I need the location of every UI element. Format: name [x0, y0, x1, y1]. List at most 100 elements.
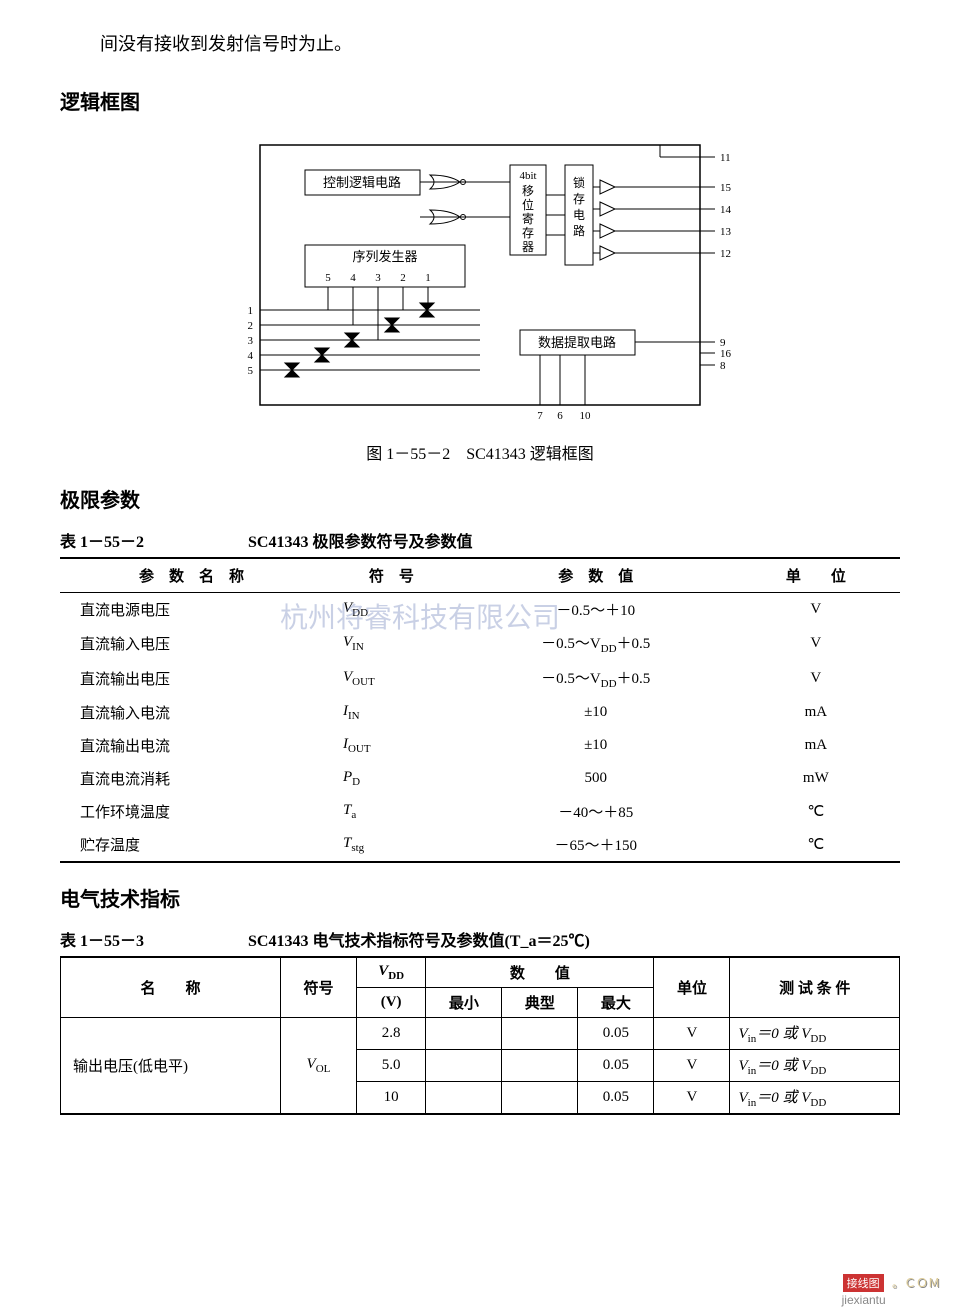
- cell-name: 直流输入电流: [60, 696, 323, 729]
- cell-cond: Vin＝0 或 VDD: [730, 1018, 900, 1050]
- col-val-header: 数 值: [426, 957, 654, 988]
- latch-label: 锁: [573, 175, 585, 190]
- cell-max: 0.05: [578, 1018, 654, 1050]
- heading-elec: 电气技术指标: [60, 883, 900, 912]
- cell-name: 工作环境温度: [60, 795, 323, 828]
- buffer-icon: [600, 180, 615, 194]
- svg-text:2: 2: [248, 320, 254, 332]
- cell-val: ±10: [460, 696, 732, 729]
- svg-text:13: 13: [720, 226, 732, 238]
- svg-text:16: 16: [720, 348, 732, 360]
- table-row: 贮存温度Tstg－65～＋150℃: [60, 828, 900, 862]
- cell-sym: VOL: [280, 1018, 356, 1115]
- cell-name: 直流输出电压: [60, 661, 323, 696]
- seq-gen-label: 序列发生器: [352, 249, 417, 264]
- figure-caption: 图 1－55－2 SC41343 逻辑框图: [60, 440, 900, 464]
- table-header-row: 名 称 符号 VDD 数 值 单位 测 试 条 件: [61, 957, 900, 988]
- svg-text:6: 6: [557, 410, 563, 422]
- cell-unit: mW: [732, 762, 900, 795]
- cell-min: [426, 1082, 502, 1115]
- cell-cond: Vin＝0 或 VDD: [730, 1082, 900, 1115]
- cell-vdd: 10: [356, 1082, 425, 1115]
- svg-text:4: 4: [248, 350, 254, 362]
- col-name: 名 称: [61, 957, 281, 1018]
- table-row: 工作环境温度Ta－40～＋85℃: [60, 795, 900, 828]
- footer-watermark: 接线图 。ＣＯＭ jiexiantu: [842, 1273, 940, 1307]
- col-vdd: VDD: [356, 957, 425, 988]
- svg-text:5: 5: [248, 365, 254, 377]
- block-control-logic-label: 控制逻辑电路: [323, 175, 401, 190]
- cell-val: －0.5～VDD＋0.5: [460, 626, 732, 661]
- svg-text:2: 2: [400, 272, 406, 284]
- table-number: 表 1－55－3: [60, 933, 144, 950]
- heading-limits: 极限参数: [60, 484, 900, 513]
- cell-val: －0.5～VDD＋0.5: [460, 661, 732, 696]
- svg-text:12: 12: [720, 248, 731, 260]
- cell-sym: VIN: [323, 626, 460, 661]
- cell-val: －40～＋85: [460, 795, 732, 828]
- col-value: 参 数 值: [460, 558, 732, 593]
- svg-text:4: 4: [350, 272, 356, 284]
- cell-val: 500: [460, 762, 732, 795]
- svg-text:器: 器: [522, 240, 534, 254]
- limits-table: 参 数 名 称 符 号 参 数 值 单 位 直流电源电压VDD－0.5～＋10V…: [60, 557, 900, 863]
- intro-text: 间没有接收到发射信号时为止。: [100, 30, 900, 56]
- cell-typ: [502, 1082, 578, 1115]
- cell-val: －65～＋150: [460, 828, 732, 862]
- col-max: 最大: [578, 988, 654, 1018]
- table-number: 表 1－55－2: [60, 534, 144, 551]
- cell-sym: Ta: [323, 795, 460, 828]
- cell-vdd: 5.0: [356, 1050, 425, 1082]
- col-symbol: 符 号: [323, 558, 460, 593]
- cell-val: －0.5～＋10: [460, 593, 732, 627]
- table-row: 直流输入电流IIN±10mA: [60, 696, 900, 729]
- col-vdd-unit: (V): [356, 988, 425, 1018]
- cell-unit: V: [654, 1050, 730, 1082]
- cell-name: 贮存温度: [60, 828, 323, 862]
- cell-unit: V: [732, 661, 900, 696]
- footer-url: jiexiantu: [842, 1293, 886, 1307]
- table-elec-title: 表 1－55－3 SC41343 电气技术指标符号及参数值(T_a＝25℃): [60, 927, 900, 951]
- cell-sym: IIN: [323, 696, 460, 729]
- svg-text:10: 10: [580, 410, 592, 422]
- col-unit: 单位: [654, 957, 730, 1018]
- heading-logic-diagram: 逻辑框图: [60, 86, 900, 115]
- svg-text:15: 15: [720, 182, 732, 194]
- cell-min: [426, 1018, 502, 1050]
- svg-text:位: 位: [522, 197, 534, 212]
- table-title-text: SC41343 电气技术指标符号及参数值(T_a＝25℃): [248, 933, 590, 950]
- cell-unit: V: [732, 593, 900, 627]
- cell-min: [426, 1050, 502, 1082]
- cell-name: 直流电源电压: [60, 593, 323, 627]
- cell-name: 直流电流消耗: [60, 762, 323, 795]
- col-min: 最小: [426, 988, 502, 1018]
- svg-text:3: 3: [248, 335, 254, 347]
- cell-typ: [502, 1050, 578, 1082]
- cell-typ: [502, 1018, 578, 1050]
- footer-url-outline: 。ＣＯＭ: [892, 1276, 940, 1290]
- logic-block-diagram: 控制逻辑电路 4bit 移 位 寄 存 器 锁 存 电 路 序列发生器 5 4: [220, 135, 740, 425]
- svg-text:寄: 寄: [522, 211, 534, 226]
- table-row: 直流电源电压VDD－0.5～＋10V: [60, 593, 900, 627]
- cell-sym: PD: [323, 762, 460, 795]
- cell-unit: V: [654, 1018, 730, 1050]
- elec-table: 名 称 符号 VDD 数 值 单位 测 试 条 件 (V) 最小 典型 最大 输…: [60, 956, 900, 1115]
- cell-max: 0.05: [578, 1082, 654, 1115]
- cell-name: 直流输入电压: [60, 626, 323, 661]
- table-row: 直流输入电压VIN－0.5～VDD＋0.5V: [60, 626, 900, 661]
- svg-text:3: 3: [375, 272, 381, 284]
- table-row: 直流电流消耗PD500mW: [60, 762, 900, 795]
- buffer-icon: [600, 224, 615, 238]
- buffer-icon: [600, 202, 615, 216]
- svg-text:7: 7: [537, 410, 543, 422]
- cell-unit: mA: [732, 729, 900, 762]
- cell-max: 0.05: [578, 1050, 654, 1082]
- svg-text:路: 路: [573, 223, 585, 238]
- cell-vdd: 2.8: [356, 1018, 425, 1050]
- shift-reg-label1: 4bit: [519, 170, 536, 182]
- cell-cond: Vin＝0 或 VDD: [730, 1050, 900, 1082]
- table-limits-title: 表 1－55－2 SC41343 极限参数符号及参数值: [60, 528, 900, 552]
- col-sym: 符号: [280, 957, 356, 1018]
- svg-text:1: 1: [425, 272, 431, 284]
- svg-text:1: 1: [248, 305, 254, 317]
